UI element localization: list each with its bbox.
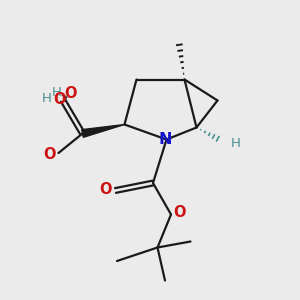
Text: N: N bbox=[158, 132, 172, 147]
Text: H: H bbox=[52, 86, 61, 100]
Text: O: O bbox=[64, 85, 77, 100]
Text: O: O bbox=[43, 147, 56, 162]
Text: H: H bbox=[231, 137, 240, 150]
Text: H: H bbox=[42, 92, 51, 106]
Text: O: O bbox=[174, 205, 186, 220]
Polygon shape bbox=[82, 124, 124, 137]
Text: O: O bbox=[54, 92, 66, 106]
Text: O: O bbox=[99, 182, 111, 196]
